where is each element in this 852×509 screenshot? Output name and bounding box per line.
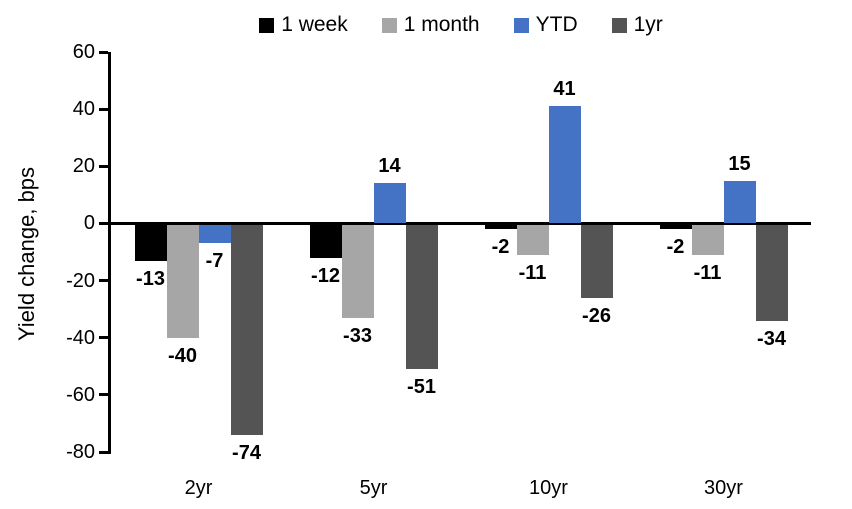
bar-1-month-10yr (516, 224, 549, 255)
legend-swatch-1-month (381, 17, 397, 33)
bar-1yr-2yr (230, 224, 263, 435)
legend-item-1yr: 1yr (611, 13, 663, 37)
bar-1-week-5yr (309, 224, 342, 258)
y-tick-label--60: -60 (66, 383, 95, 406)
bar-ytd-5yr (373, 183, 406, 224)
y-tick-label--40: -40 (66, 326, 95, 349)
legend-label-1-week: 1 week (281, 13, 348, 36)
y-tick-40 (99, 107, 108, 111)
bar-1-week-30yr (659, 224, 692, 230)
y-tick--20 (99, 279, 108, 283)
x-category-label-30yr: 30yr (704, 477, 743, 499)
y-tick-label--20: -20 (66, 269, 95, 292)
y-tick-label-40: 40 (72, 98, 95, 121)
bar-1-month-5yr (341, 224, 374, 318)
legend-label-ytd: YTD (535, 13, 578, 36)
bar-1yr-30yr (755, 224, 788, 321)
value-label-ytd-5yr: 14 (378, 155, 401, 178)
value-label-1yr-30yr: -34 (757, 327, 786, 350)
bar-1-month-2yr (166, 224, 199, 338)
value-label-ytd-10yr: 41 (553, 78, 576, 101)
y-tick-20 (99, 164, 108, 168)
value-label-ytd-2yr: -7 (205, 250, 224, 273)
y-axis-line (108, 52, 111, 454)
bar-ytd-10yr (548, 106, 581, 224)
value-label-1-month-5yr: -33 (343, 324, 372, 347)
legend-item-ytd: YTD (513, 13, 578, 37)
y-tick-label-20: 20 (72, 155, 95, 178)
x-category-label-5yr: 5yr (359, 477, 388, 499)
legend-label-1yr: 1yr (633, 13, 663, 36)
value-label-1yr-2yr: -74 (232, 441, 261, 464)
bar-1-month-30yr (691, 224, 724, 255)
legend-swatch-1-week (259, 17, 275, 33)
value-label-ytd-30yr: 15 (728, 152, 751, 175)
value-label-1-week-5yr: -12 (311, 264, 340, 287)
legend-swatch-ytd (513, 17, 529, 33)
value-label-1yr-5yr: -51 (407, 376, 436, 399)
legend-item-1-month: 1 month (381, 13, 480, 37)
zero-line (108, 221, 811, 225)
value-label-1-month-2yr: -40 (168, 344, 197, 367)
bar-1yr-10yr (580, 224, 613, 298)
y-tick-label--80: -80 (66, 441, 95, 463)
y-tick-0 (99, 221, 108, 225)
value-label-1-week-30yr: -2 (666, 236, 685, 259)
chart-legend: 1 week 1 month YTD 1yr (111, 10, 811, 40)
y-tick--40 (99, 336, 108, 340)
y-tick--60 (99, 393, 108, 397)
y-tick-label-60: 60 (72, 41, 95, 63)
y-tick-label-0: 0 (83, 212, 95, 235)
value-label-1-week-10yr: -2 (491, 236, 510, 259)
value-label-1-week-2yr: -13 (136, 267, 165, 290)
legend-swatch-1yr (611, 17, 627, 33)
legend-item-1-week: 1 week (259, 13, 348, 37)
value-label-1-month-10yr: -11 (518, 261, 547, 284)
y-tick--80 (99, 450, 108, 454)
value-label-1yr-10yr: -26 (582, 304, 611, 327)
bar-1-week-10yr (484, 224, 517, 230)
x-category-label-2yr: 2yr (184, 477, 213, 499)
bar-ytd-2yr (198, 224, 231, 244)
bar-1-week-2yr (134, 224, 167, 261)
y-tick-60 (99, 50, 108, 54)
bar-1yr-5yr (405, 224, 438, 370)
x-category-label-10yr: 10yr (529, 477, 568, 499)
legend-label-1-month: 1 month (403, 13, 480, 36)
bar-ytd-30yr (723, 180, 756, 224)
value-label-1-month-30yr: -11 (693, 261, 722, 284)
